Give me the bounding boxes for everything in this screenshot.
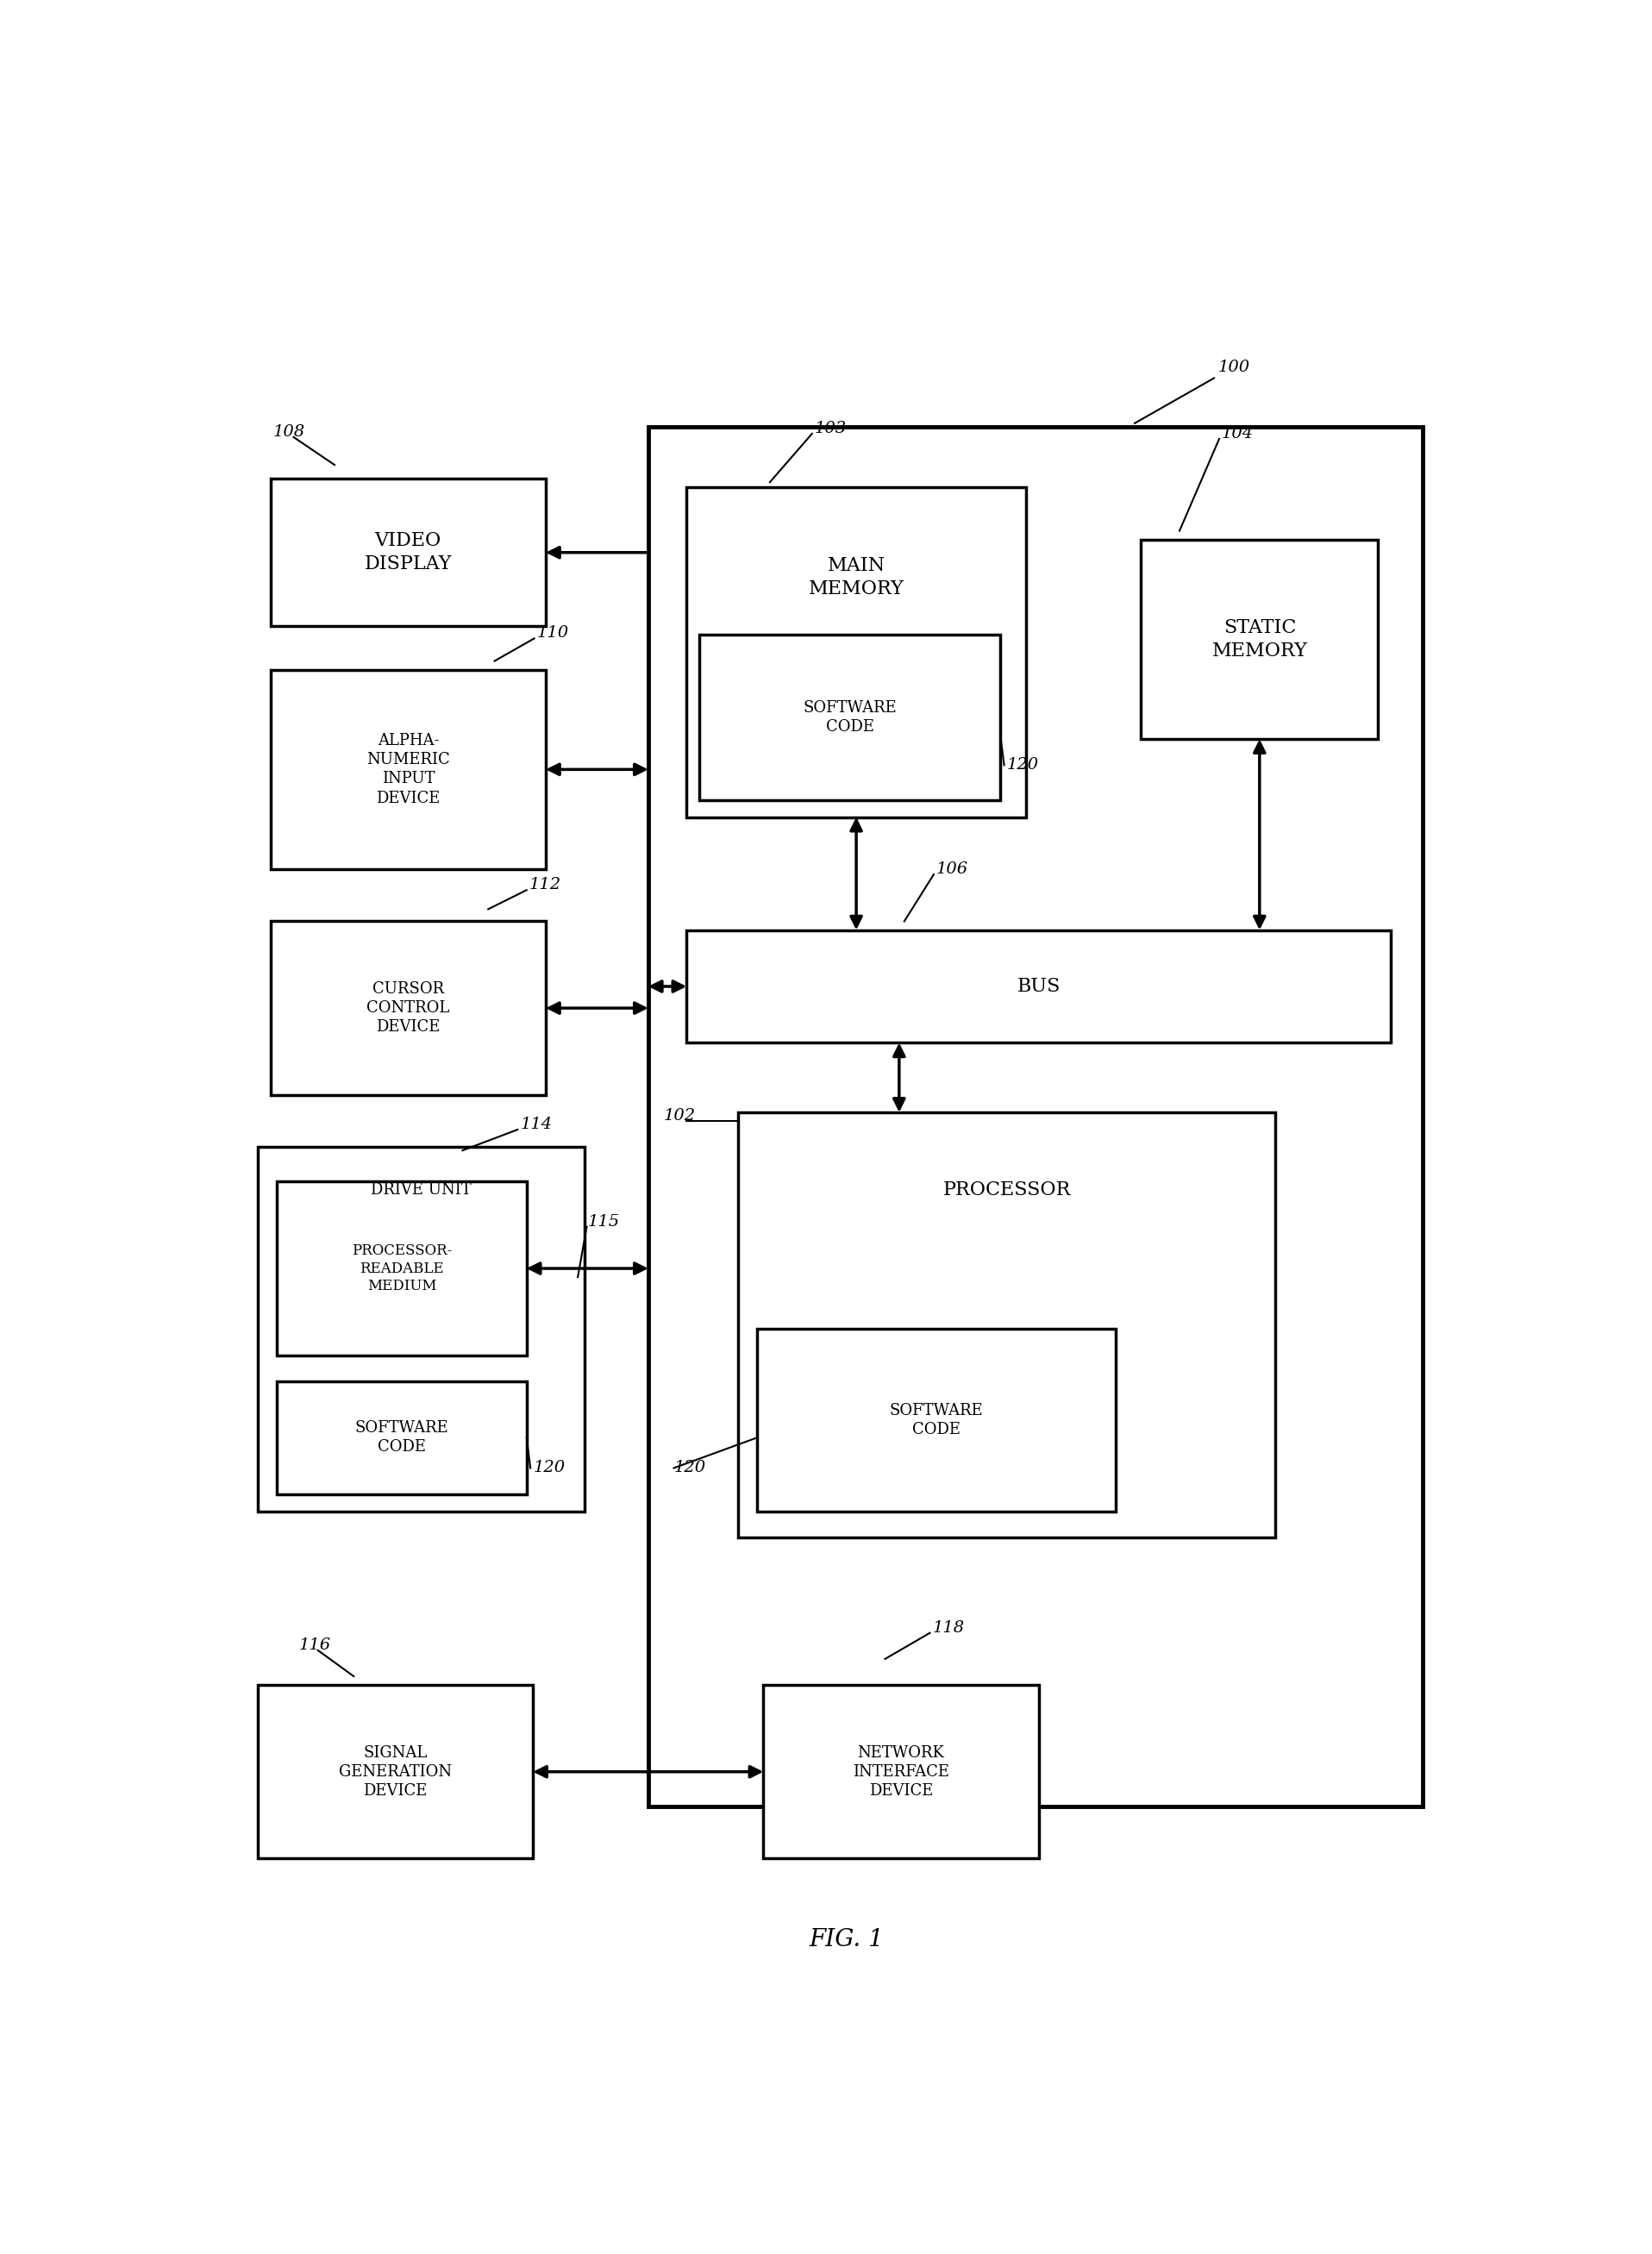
Text: FIG. 1: FIG. 1	[809, 1929, 884, 1952]
Bar	[687, 931, 1391, 1044]
Text: 120: 120	[1006, 757, 1039, 773]
Bar	[757, 1330, 1115, 1512]
Text: SOFTWARE
CODE: SOFTWARE CODE	[355, 1420, 449, 1456]
Text: STATIC
MEMORY: STATIC MEMORY	[1213, 618, 1307, 660]
Text: BUS: BUS	[1018, 976, 1061, 996]
Bar	[738, 1111, 1275, 1537]
Text: 114: 114	[520, 1116, 552, 1132]
Text: 112: 112	[529, 877, 562, 893]
Bar	[699, 636, 999, 800]
Text: 115: 115	[588, 1215, 620, 1228]
Text: NETWORK
INTERFACE
DEVICE: NETWORK INTERFACE DEVICE	[852, 1745, 950, 1799]
Text: 120: 120	[674, 1461, 705, 1476]
Text: 118: 118	[932, 1621, 965, 1636]
Bar	[763, 1686, 1039, 1860]
Text: SOFTWARE
CODE: SOFTWARE CODE	[803, 701, 897, 735]
Bar	[648, 426, 1422, 1805]
Text: VIDEO
DISPLAY: VIDEO DISPLAY	[365, 532, 453, 575]
Bar	[258, 1686, 534, 1860]
Text: 110: 110	[537, 624, 568, 640]
Text: SIGNAL
GENERATION
DEVICE: SIGNAL GENERATION DEVICE	[339, 1745, 453, 1799]
Text: 103: 103	[814, 421, 847, 437]
Bar	[271, 669, 545, 870]
Text: 116: 116	[299, 1636, 330, 1652]
Text: PROCESSOR-
READABLE
MEDIUM: PROCESSOR- READABLE MEDIUM	[352, 1244, 453, 1294]
Text: 104: 104	[1222, 426, 1254, 442]
Text: PROCESSOR: PROCESSOR	[943, 1181, 1070, 1199]
Text: MAIN
MEMORY: MAIN MEMORY	[808, 557, 904, 600]
Bar	[278, 1382, 527, 1494]
Bar	[271, 922, 545, 1095]
Bar	[687, 487, 1026, 818]
Text: CURSOR
CONTROL
DEVICE: CURSOR CONTROL DEVICE	[367, 980, 449, 1035]
Bar	[271, 478, 545, 627]
Text: SOFTWARE
CODE: SOFTWARE CODE	[889, 1402, 983, 1438]
Text: DRIVE UNIT: DRIVE UNIT	[370, 1183, 471, 1199]
Bar	[278, 1181, 527, 1355]
Text: 102: 102	[664, 1109, 695, 1122]
Bar	[258, 1147, 585, 1512]
Bar	[1142, 539, 1378, 739]
Text: ALPHA-
NUMERIC
INPUT
DEVICE: ALPHA- NUMERIC INPUT DEVICE	[367, 733, 449, 807]
Text: 120: 120	[534, 1461, 565, 1476]
Text: 106: 106	[937, 861, 968, 877]
Text: 100: 100	[1218, 361, 1251, 376]
Text: 108: 108	[273, 424, 306, 440]
